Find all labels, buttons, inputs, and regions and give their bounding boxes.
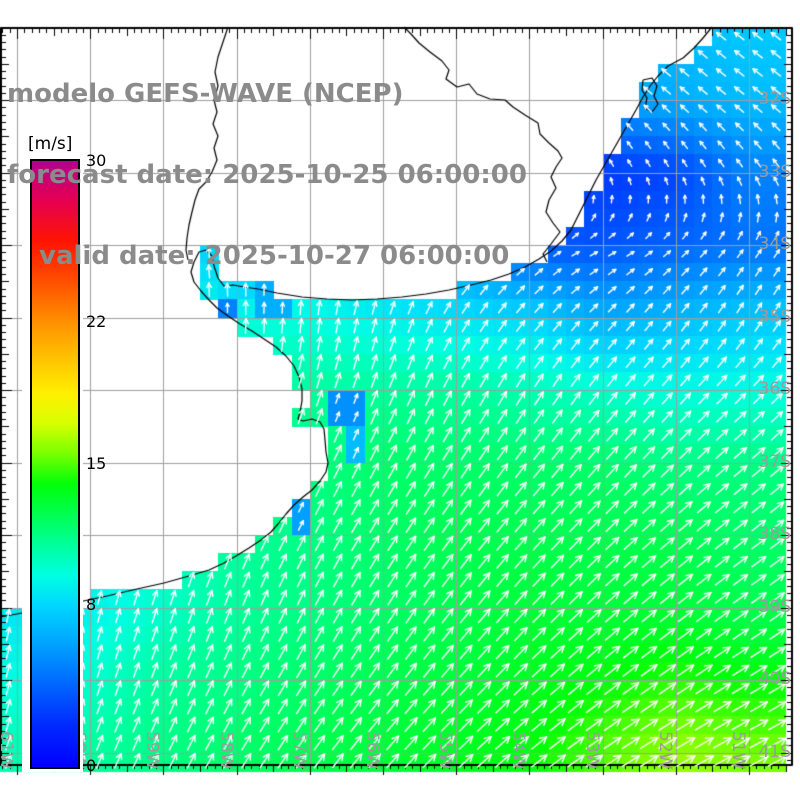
lat-label-34S: 34S: [758, 234, 791, 254]
colorbar-gradient: [30, 159, 80, 769]
lon-label-52W: 52W: [654, 731, 675, 770]
valid-date: valid date: 2025-10-27 06:00:00: [39, 241, 510, 271]
lon-label-54W: 54W: [508, 731, 529, 770]
colorbar-tick-15: 15: [86, 453, 107, 473]
lat-label-33S: 33S: [758, 161, 791, 182]
lon-label-55W: 55W: [435, 731, 456, 770]
colorbar-tick-30: 30: [86, 151, 107, 170]
lat-label-35S: 35S: [758, 306, 791, 327]
lat-label-32S: 32S: [758, 89, 791, 109]
lon-label-51W: 51W: [728, 731, 748, 770]
lat-label-37S: 37S: [758, 451, 791, 472]
lat-label-41S: 41S: [758, 741, 791, 762]
forecast-date: forecast date: 2025-10-25 06:00:00: [7, 160, 527, 190]
title-block: modelo GEFS-WAVE (NCEP) forecast date: 2…: [7, 27, 527, 324]
lat-label-38S: 38S: [758, 524, 791, 544]
lon-label-57W: 57W: [288, 731, 309, 770]
lat-label-36S: 36S: [758, 379, 791, 399]
lat-label-40S: 40S: [758, 669, 791, 689]
lon-label-61W: 61W: [0, 731, 16, 770]
lat-label-39S: 39S: [758, 596, 791, 617]
colorbar-unit-label: [m/s]: [28, 134, 73, 154]
lon-label-56W: 56W: [362, 731, 382, 770]
colorbar-tick-8: 8: [86, 594, 97, 614]
colorbar-tick-22: 22: [86, 312, 107, 332]
model-title: modelo GEFS-WAVE (NCEP): [7, 79, 404, 109]
lon-label-53W: 53W: [581, 731, 602, 770]
lon-label-58W: 58W: [215, 731, 236, 770]
colorbar-tick-0: 0: [86, 756, 97, 775]
lon-label-59W: 59W: [142, 731, 163, 770]
